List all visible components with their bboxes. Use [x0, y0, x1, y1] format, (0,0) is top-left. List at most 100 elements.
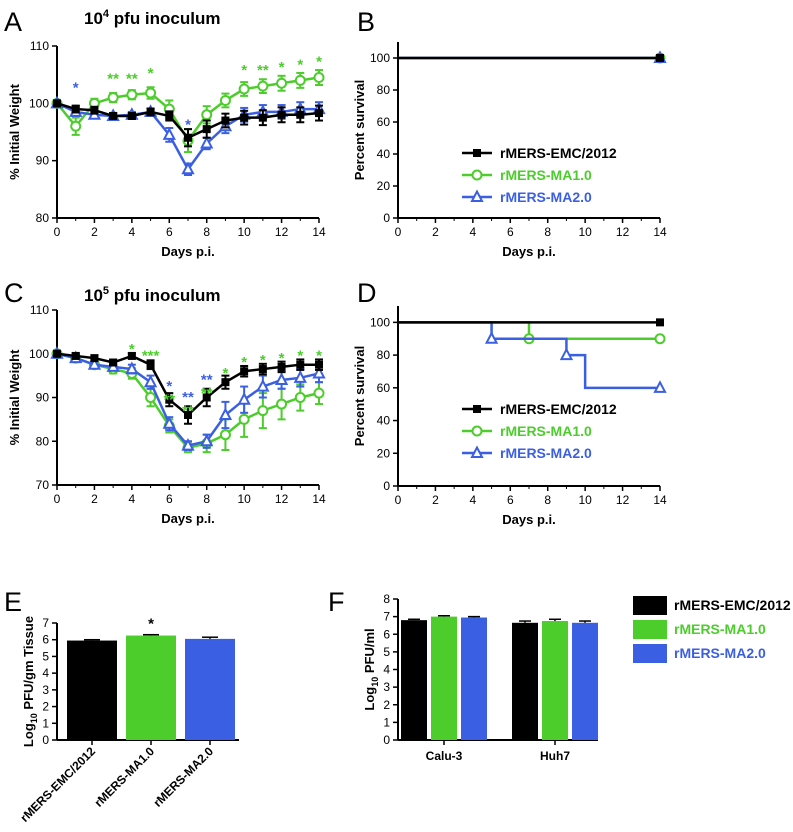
data-point [109, 111, 118, 120]
data-point [276, 77, 288, 89]
data-point [200, 135, 214, 149]
y-tick-label: 5 [42, 649, 49, 663]
x-tick-label: 10 [237, 492, 251, 506]
panel-letter-a: A [4, 7, 22, 37]
panel-a: 80 90 100 110 0 2 4 6 8 10 12 14 Days p.i. % Initial … [7, 8, 326, 259]
series-emc [53, 99, 323, 148]
x-tick-label: rMERS-MA2.0 [151, 744, 217, 810]
bar [542, 621, 568, 740]
data-point [219, 429, 231, 441]
x-tick-label: 8 [203, 225, 210, 239]
y-tick-label: 80 [377, 83, 391, 97]
significance-marker: * [260, 352, 266, 369]
y-axis-label: Percent survival [352, 346, 367, 446]
data-point [202, 125, 211, 134]
data-point [312, 365, 326, 379]
x-axis-label: Days p.i. [161, 244, 214, 259]
x-tick-label: 0 [54, 492, 61, 506]
y-tick-label: 110 [30, 39, 49, 53]
y-tick-label: 100 [370, 315, 390, 329]
legend: rMERS-EMC/2012 rMERS-MA1.0 rMERS-MA2.0 [633, 596, 791, 663]
y-tick-label: 60 [377, 381, 391, 395]
x-tick-label: 10 [578, 493, 592, 507]
legend-label: rMERS-EMC/2012 [500, 145, 617, 161]
data-point [162, 416, 176, 429]
x-tick-label: rMERS-EMC/2012 [17, 744, 98, 825]
data-point [109, 358, 118, 367]
survival-line [398, 321, 660, 390]
significance-marker: * [297, 56, 303, 73]
y-tick-label: 40 [377, 414, 391, 428]
significance-marker: * [148, 65, 154, 82]
panel-f: 0 1 2 3 4 5 6 7 8 Log10 PFU/ml Calu-3 Huh7 rMERS-EMC… [362, 592, 791, 763]
x-tick-label: 12 [616, 225, 630, 239]
significance-marker: * [129, 341, 135, 358]
significance-marker: ** [182, 402, 194, 419]
data-point [654, 333, 666, 345]
significance-marker: * [279, 59, 285, 76]
y-tick-label: 1 [383, 715, 390, 729]
x-tick-label: 4 [470, 493, 477, 507]
significance-marker: ** [201, 385, 213, 402]
y-tick-label: 1 [42, 716, 49, 730]
significance-marker: * [223, 365, 229, 382]
data-point [162, 127, 176, 140]
x-tick-label: 0 [395, 493, 402, 507]
x-tick-label: 6 [166, 492, 173, 506]
x-tick-label: 6 [166, 225, 173, 239]
significance-marker: * [148, 616, 154, 633]
legend-label: rMERS-EMC/2012 [500, 401, 617, 417]
series-emc [53, 349, 323, 425]
significance-marker: * [185, 117, 191, 134]
y-axis-label: Percent survival [352, 80, 367, 180]
data-point [293, 370, 307, 383]
data-point [126, 89, 138, 101]
y-tick-label: 2 [42, 700, 49, 714]
data-point [200, 433, 214, 447]
legend-marker [473, 149, 481, 157]
x-tick-label: 6 [507, 225, 514, 239]
y-tick-label: 100 [370, 51, 390, 65]
data-point [277, 110, 286, 119]
bar [572, 622, 598, 740]
panel-title: 105 pfu inoculum [84, 285, 220, 305]
legend: rMERS-EMC/2012 rMERS-MA1.0 rMERS-MA2.0 [462, 145, 617, 205]
x-axis-label: Days p.i. [161, 511, 214, 526]
significance-marker: ** [201, 372, 213, 389]
legend-marker [471, 425, 483, 437]
panel-title: 104 pfu inoculum [84, 8, 220, 28]
legend-swatch [633, 596, 667, 615]
y-tick-label: 6 [383, 627, 390, 641]
y-tick-label: 90 [36, 154, 50, 168]
legend-label: rMERS-EMC/2012 [674, 597, 791, 613]
x-tick-label: 2 [432, 493, 439, 507]
y-tick-label: 0 [383, 211, 390, 225]
y-tick-label: 70 [36, 478, 50, 492]
significance-marker: * [73, 79, 79, 96]
significance-marker: * [297, 348, 303, 365]
legend-marker [471, 169, 483, 181]
data-point [87, 357, 102, 370]
data-point [315, 109, 323, 118]
data-point [181, 161, 195, 175]
significance-marker: * [279, 350, 285, 367]
data-point [315, 360, 323, 369]
bar [461, 617, 487, 740]
significance-marker: *** [142, 348, 160, 365]
data-point [125, 361, 139, 375]
x-tick-label: Calu-3 [426, 749, 463, 763]
y-tick-label: 20 [377, 446, 391, 460]
data-point [218, 407, 233, 420]
bar [431, 616, 457, 740]
data-point [277, 362, 286, 371]
legend-marker [470, 445, 484, 458]
y-axis-label: Log10 PFU/gm Tissue [21, 616, 39, 747]
panel-letter-b: B [357, 7, 375, 37]
x-tick-label: 14 [312, 492, 326, 506]
data-point [274, 372, 289, 385]
data-point [257, 405, 269, 417]
data-point [653, 380, 667, 393]
data-point [258, 365, 267, 374]
y-axis-label: Log10 PFU/ml [362, 628, 380, 710]
data-point [221, 378, 230, 387]
